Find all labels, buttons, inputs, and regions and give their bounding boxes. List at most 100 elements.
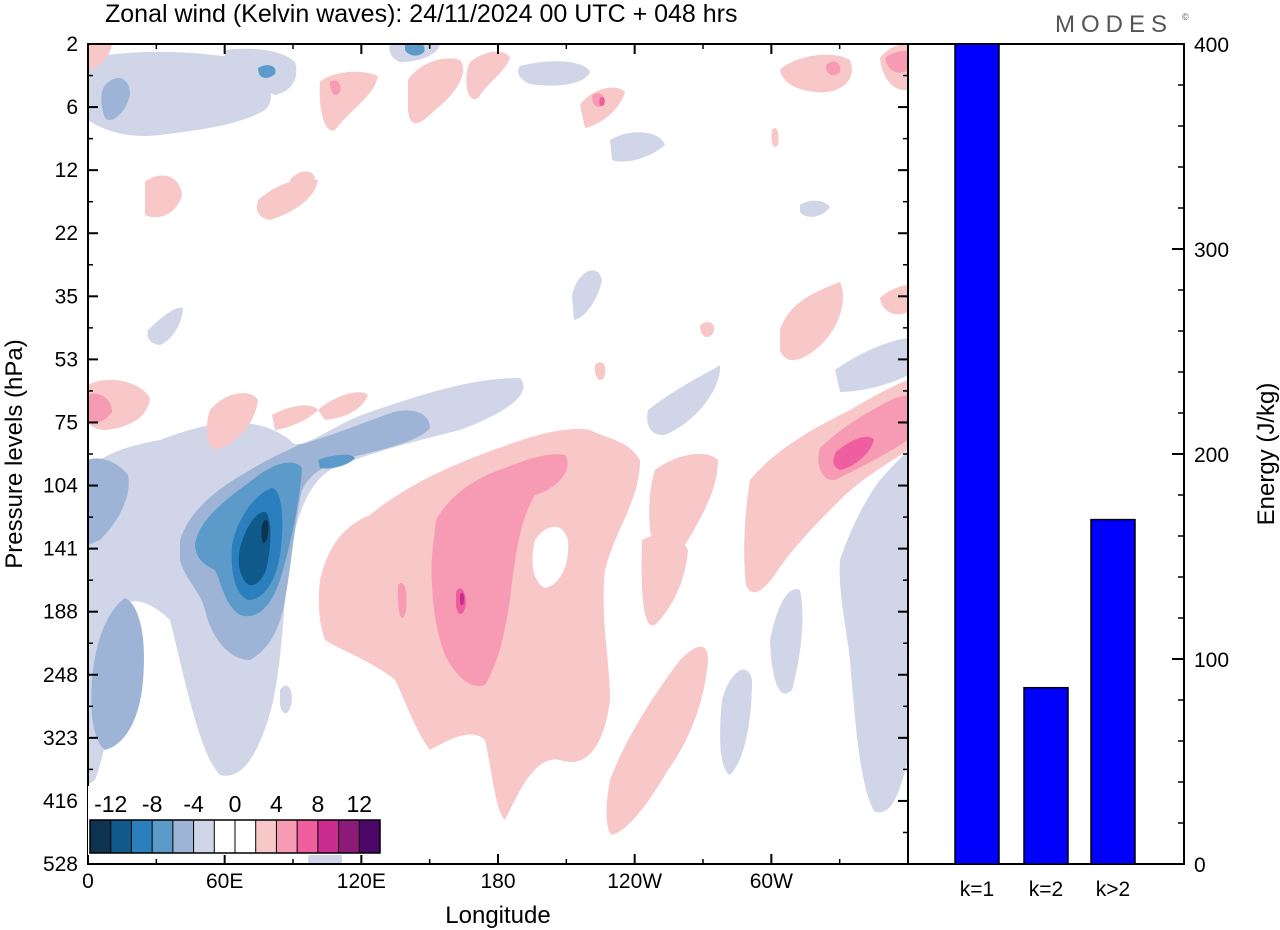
colorbar-label: -4 [183,791,204,817]
y-axis-title: Pressure levels (hPa) [1,339,28,568]
colorbar-swatch [317,820,340,853]
chart-title: Zonal wind (Kelvin waves): 24/11/2024 00… [105,0,738,28]
contour-neg-weak-region [150,52,182,89]
contour-pos-mid-region [330,80,341,95]
y-tick-label: 188 [43,601,78,624]
colorbar-frame [89,819,381,854]
contour-neg-weak-region [720,669,752,775]
y-tick-label: 528 [43,853,78,876]
colorbar: -12 -8 -4 0 4 8 12 [88,786,382,855]
contour-neg-weak-region [147,307,183,345]
energy-bar [1023,686,1069,865]
contour-neg-weak-region [839,450,908,813]
colorbar-swatch [152,820,174,853]
colorbar-swatch [297,820,319,853]
contour-pos-mid-region [397,582,407,618]
contour-neg-weak-region [610,132,665,162]
contour-neg-weak-region [280,685,292,714]
contour-pos-strong-region [833,436,874,470]
x-tick-label: 60W [750,870,793,893]
contour-pos-mid-region [431,454,568,686]
contour-pos-weak-region [145,175,182,218]
contour-neg-strong-region [405,44,425,56]
colorbar-swatch [338,820,360,853]
modes-logo: MODES © [1055,11,1189,38]
contour-neg-weak-region [88,378,524,785]
contour-neg-extreme [261,519,269,543]
colorbar-swatch [359,820,381,853]
energy-tick-label: 100 [1194,649,1229,672]
brand-text: MODES [1055,11,1173,38]
y-tick-label: 35 [55,285,78,308]
contour-neg-mid-region [88,458,129,545]
energy-bar [1090,518,1136,865]
energy-axes: 0 100 200 300 400 [1172,34,1229,877]
x-tick-label: 60E [206,870,243,893]
contour-pos-mid-region [885,50,908,73]
colorbar-swatch [214,820,236,853]
x-tick-label: 0 [82,870,94,893]
y-tick-label: 248 [43,664,78,687]
contour-neg-extreme-region [261,519,269,543]
contour-pos-strong-region [599,97,605,107]
contour-pos-weak-region [580,87,625,128]
contour-pos-weak-region [256,178,318,220]
x-tick-label: 120W [607,870,662,893]
contour-pos-weak-region [606,646,708,835]
colorbar-swatch [172,820,195,853]
contour-neg-weak-region [647,365,721,436]
x-tick-label: 120E [337,870,386,893]
contour-neg-weak-region [572,270,602,320]
energy-bars: k=1 k=2 k>2 [954,43,1136,901]
y-tick-label: 6 [66,96,78,119]
contour-pos-weak-region [318,392,368,420]
x-tick-label: 180 [480,870,515,893]
brand-mark: © [1182,12,1189,22]
contour-pos-mid-region [88,393,112,423]
energy-tick-label: 300 [1194,239,1229,262]
contour-pos-weak-region [290,171,315,190]
y-tick-label: 2 [66,33,78,56]
colorbar-label: 4 [270,791,283,817]
contour-pos-weak-region [880,285,908,315]
contour-neg-weak-region [518,61,590,86]
y-tick-label: 53 [55,348,78,371]
contour-neg-weak-region [835,338,908,392]
y-tick-label: 12 [55,159,78,182]
bar-category-label: k=1 [960,878,994,901]
contour-pos-weak-region [88,44,112,70]
contour-neg-weak [88,44,908,864]
contour-pos-mid-region [826,61,841,76]
colorbar-label: -8 [142,791,162,817]
contour-pos-weak-region [649,453,718,554]
y-tick-label: 104 [43,475,78,498]
contour-pos-weak-region [272,405,318,430]
contour-neg-weak-region [88,51,271,137]
contour-pos-weak-region [594,362,606,380]
colorbar-label: 12 [346,791,372,817]
colorbar-label: 8 [311,791,324,817]
contour-neg-strong-region [318,454,355,469]
colorbar-swatch [110,820,132,853]
bar-category-label: k>2 [1096,878,1130,901]
contour-pos-weak-region [780,282,843,361]
contour-pos-weak-region [771,128,779,147]
colorbar-swatch [193,820,215,853]
energy-tick-label: 200 [1194,444,1229,467]
contour-pos-deep-region [459,592,465,606]
colorbar-swatch [235,820,257,853]
contour-pos-weak-region [206,393,258,450]
energy-axis-title: Energy (J/kg) [1253,383,1280,526]
y-tick-label: 416 [43,790,78,813]
contour-neg-strong-region [258,65,276,78]
colorbar-swatch [131,820,153,853]
contour-pos-weak-region [641,534,688,626]
y-tick-label: 75 [55,411,78,434]
contour-pos-weak-region [408,58,464,124]
colorbar-label: 0 [229,791,242,817]
contour-neg-weak-region [770,589,803,694]
contour-pos-weak-region [466,51,510,100]
heatmap-panel [88,44,908,864]
y-tick-label: 22 [55,222,78,245]
contour-neg-mid-region [101,77,130,120]
